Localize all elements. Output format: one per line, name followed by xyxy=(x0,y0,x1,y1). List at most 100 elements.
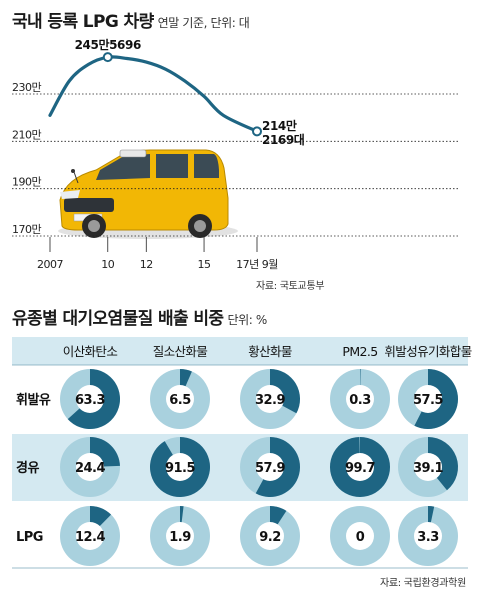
donut-slice xyxy=(90,506,112,536)
donut-slice xyxy=(90,437,120,467)
line-chart-title-block: 국내 등록 LPG 차량 연말 기준, 단위: 대 xyxy=(12,7,250,32)
donut-chart xyxy=(398,369,458,429)
donut-slice xyxy=(270,506,287,536)
donut-hole xyxy=(414,385,442,413)
donut-remainder xyxy=(330,369,390,429)
row-label: 경유 xyxy=(16,460,39,476)
donut-hole xyxy=(256,385,284,413)
last-point-label-line2: 2169대 xyxy=(262,133,305,147)
donut-hole xyxy=(76,522,104,550)
y-tick-label: 170만 xyxy=(12,223,41,236)
line-chart-title: 국내 등록 LPG 차량 xyxy=(12,12,154,32)
donut-hole xyxy=(414,522,442,550)
line-chart-unit-note: 연말 기준, 단위: 대 xyxy=(157,16,250,30)
donut-slice xyxy=(360,369,361,399)
donut-value-label: 3.3 xyxy=(417,530,439,545)
y-tick-label: 210만 xyxy=(12,128,41,141)
row-band xyxy=(12,434,468,501)
donut-hole xyxy=(166,522,194,550)
donut-hole xyxy=(414,453,442,481)
x-tick-label: 15 xyxy=(198,258,211,271)
header-band xyxy=(12,337,468,365)
donut-chart xyxy=(150,369,210,429)
donut-chart xyxy=(330,369,390,429)
donut-hole xyxy=(166,385,194,413)
donut-value-label: 39.1 xyxy=(413,461,444,476)
donut-value-label: 1.9 xyxy=(169,530,191,545)
x-tick-label: 10 xyxy=(101,258,114,271)
column-header: 질소산화물 xyxy=(153,344,208,359)
donut-remainder xyxy=(60,437,120,497)
donut-remainder xyxy=(60,506,120,566)
donut-slice xyxy=(255,437,300,498)
y-tick-label: 190만 xyxy=(12,176,41,189)
donut-remainder xyxy=(398,506,458,566)
donut-chart xyxy=(60,506,120,566)
column-header: PM2.5 xyxy=(342,344,377,359)
donut-remainder xyxy=(330,437,390,497)
donut-hole xyxy=(346,453,374,481)
donut-remainder xyxy=(150,506,210,566)
x-tick-label: 2007 xyxy=(37,258,63,271)
donut-chart xyxy=(240,506,300,566)
donut-hole xyxy=(346,385,374,413)
donut-slice xyxy=(67,369,120,429)
line-chart-source: 자료: 국토교통부 xyxy=(256,281,325,292)
donut-remainder xyxy=(240,506,300,566)
donut-value-label: 0 xyxy=(356,530,365,545)
donut-slice xyxy=(180,506,184,536)
donut-chart xyxy=(150,506,210,566)
donut-slice xyxy=(330,437,391,497)
series-line xyxy=(48,55,259,133)
donut-value-label: 91.5 xyxy=(165,461,196,476)
donut-remainder xyxy=(240,437,300,497)
donut-chart xyxy=(330,506,390,566)
column-header: 이산화탄소 xyxy=(63,344,118,359)
donut-value-label: 57.9 xyxy=(255,461,286,476)
table-chart-unit-note: 단위: % xyxy=(227,313,267,327)
donut-hole xyxy=(76,453,104,481)
donut-slice xyxy=(180,369,192,399)
donut-remainder xyxy=(330,506,390,566)
donut-hole xyxy=(346,522,374,550)
donut-remainder xyxy=(398,437,458,497)
donut-chart xyxy=(240,437,300,498)
table-chart-title: 유종별 대기오염물질 배출 비중 xyxy=(12,309,224,329)
donut-chart xyxy=(60,369,120,429)
donut-remainder xyxy=(240,369,300,429)
last-point-marker xyxy=(252,126,262,137)
donut-hole xyxy=(76,385,104,413)
donut-slice xyxy=(149,437,210,498)
donut-value-label: 12.4 xyxy=(75,530,106,545)
donut-chart xyxy=(330,437,391,497)
donut-slice xyxy=(414,369,458,429)
x-tick-label: 12 xyxy=(140,258,153,271)
x-tick-label: 17년 9월 xyxy=(236,258,278,271)
lpg-vehicle-line-chart: 230만 210만 190만 170만 2007 10 12 15 17년 9월 245만5696… xyxy=(12,37,460,271)
donut-slice xyxy=(428,437,458,491)
table-chart-title-block: 유종별 대기오염물질 배출 비중 단위: % xyxy=(12,304,267,329)
donut-chart xyxy=(149,437,210,498)
table-chart-source: 자료: 국립환경과학원 xyxy=(379,578,466,589)
donut-value-label: 57.5 xyxy=(413,393,444,408)
donut-slice xyxy=(428,506,435,536)
row-label: 휘발유 xyxy=(16,392,51,408)
donut-hole xyxy=(256,453,284,481)
row-label: LPG xyxy=(16,530,43,545)
donut-remainder xyxy=(60,369,120,429)
donut-chart xyxy=(240,369,300,429)
donut-hole xyxy=(256,522,284,550)
donut-chart xyxy=(398,437,458,497)
y-tick-label: 230만 xyxy=(12,81,41,94)
donut-value-label: 0.3 xyxy=(349,393,371,408)
donut-value-label: 63.3 xyxy=(75,393,106,408)
donut-chart xyxy=(398,506,458,566)
donut-value-label: 24.4 xyxy=(75,461,106,476)
max-point-marker xyxy=(102,52,113,63)
column-header: 휘발성유기화합물 xyxy=(384,344,471,359)
lpg-taxi-illustration xyxy=(58,149,238,239)
donut-remainder xyxy=(150,437,210,497)
max-point-label: 245만5696 xyxy=(75,37,141,52)
last-point-label-line1: 214만 xyxy=(262,118,297,133)
donut-slice xyxy=(270,369,300,414)
